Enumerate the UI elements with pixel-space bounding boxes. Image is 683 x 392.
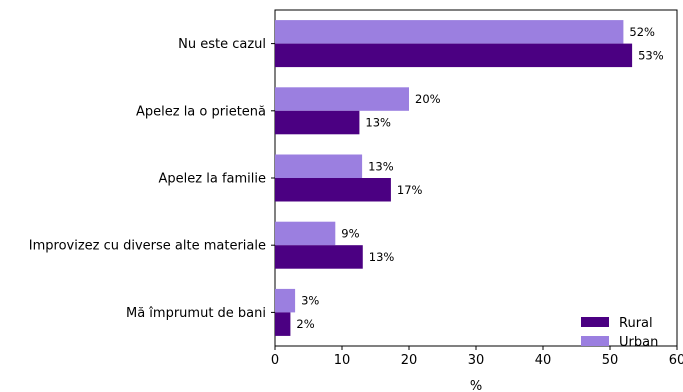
data-label-rural: 13% (365, 116, 391, 130)
data-label-urban: 20% (415, 92, 441, 106)
x-tick-label: 0 (271, 353, 279, 368)
legend-swatch-rural (581, 317, 609, 327)
x-axis-label: % (470, 379, 482, 392)
legend: Rural Urban (581, 316, 658, 350)
bar-rural (275, 43, 633, 68)
bar-urban (275, 154, 363, 178)
category-label: Nu este cazul (178, 37, 266, 52)
bar-rural (275, 178, 391, 202)
data-label-rural: 53% (638, 48, 664, 62)
bar-urban (275, 221, 336, 246)
bar-urban (275, 87, 409, 111)
bar-rural (275, 245, 363, 269)
data-label-urban: 52% (629, 25, 655, 39)
data-label-urban: 3% (301, 294, 319, 308)
category-label: Apelez la o prietenă (136, 104, 266, 119)
bar-urban (275, 288, 296, 313)
category-label: Improvizez cu diverse alte materiale (29, 239, 266, 254)
data-label-rural: 17% (397, 183, 423, 197)
legend-label-rural: Rural (619, 316, 653, 331)
x-tick-label: 10 (334, 353, 351, 368)
data-label-rural: 2% (296, 317, 314, 331)
data-label-urban: 9% (341, 226, 359, 240)
bars-group (275, 20, 633, 336)
x-tick-label: 50 (602, 353, 619, 368)
category-labels-group: Nu este cazul Apelez la o prietenă Apelez … (29, 37, 275, 321)
legend-swatch-urban (581, 336, 609, 346)
x-tick-label: 20 (401, 353, 418, 368)
category-label: Mă împrumut de bani (126, 306, 266, 321)
legend-label-urban: Urban (619, 335, 658, 350)
x-axis-ticks-group: 0 10 20 30 40 50 60 (271, 346, 683, 368)
x-tick-label: 60 (669, 353, 683, 368)
bar-urban (275, 20, 624, 44)
data-label-rural: 13% (369, 250, 395, 264)
bar-rural (275, 110, 360, 135)
x-tick-label: 40 (535, 353, 552, 368)
bar-rural (275, 312, 291, 336)
data-label-urban: 13% (368, 159, 394, 173)
category-label: Apelez la familie (159, 172, 266, 187)
data-labels-group: 52%53%20%13%13%17%9%13%3%2% (296, 25, 663, 331)
x-tick-label: 30 (468, 353, 485, 368)
